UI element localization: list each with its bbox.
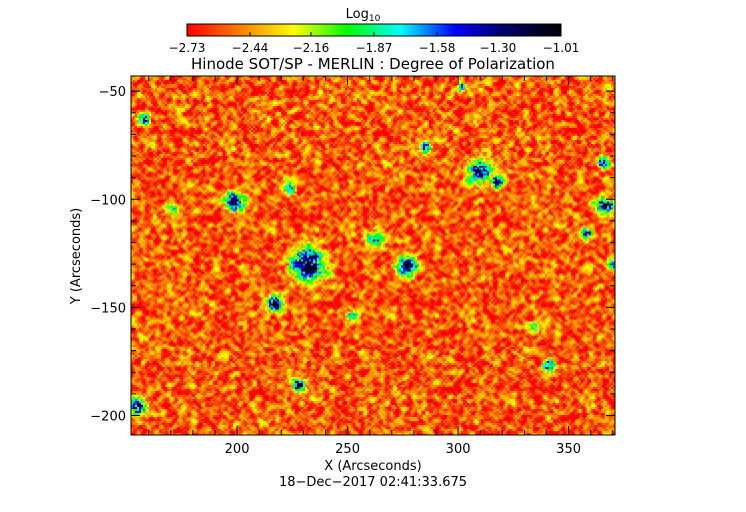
heatmap-image (131, 76, 615, 435)
colorbar-tick-label: −2.44 (232, 41, 269, 55)
colorbar-tick-label: −2.16 (293, 41, 330, 55)
plot-frame (130, 75, 616, 436)
chart-title: Hinode SOT/SP - MERLIN : Degree of Polar… (191, 55, 555, 73)
colorbar-ticks: −2.73 −2.44 −2.16 −1.87 −1.58 −1.30 −1.01 (169, 32, 580, 55)
colorbar-tick-label: −1.30 (480, 41, 517, 55)
y-tick-label: −200 (90, 410, 126, 425)
colorbar-label: Log10 (346, 7, 381, 24)
x-axis: 200 250 300 350 (148, 76, 614, 457)
colorbar-tick-label: −1.01 (543, 41, 580, 55)
x-tick-label: 350 (556, 442, 581, 457)
x-tick-label: 300 (446, 442, 471, 457)
y-tick-label: −50 (99, 85, 126, 100)
colorbar-tick-label: −1.58 (419, 41, 456, 55)
y-tick-label: −150 (90, 301, 126, 316)
y-axis: −50 −100 −150 −200 (90, 85, 615, 425)
timestamp: 18−Dec−2017 02:41:33.675 (279, 475, 467, 490)
y-axis-label: Y (Arcseconds) (69, 208, 84, 305)
x-axis-label: X (Arcseconds) (324, 459, 421, 474)
x-tick-label: 200 (225, 442, 250, 457)
y-tick-label: −100 (90, 193, 126, 208)
x-tick-label: 250 (335, 442, 360, 457)
colorbar-tick-label: −2.73 (169, 41, 206, 55)
heatmap (131, 76, 615, 435)
colorbar-tick-label: −1.87 (356, 41, 393, 55)
